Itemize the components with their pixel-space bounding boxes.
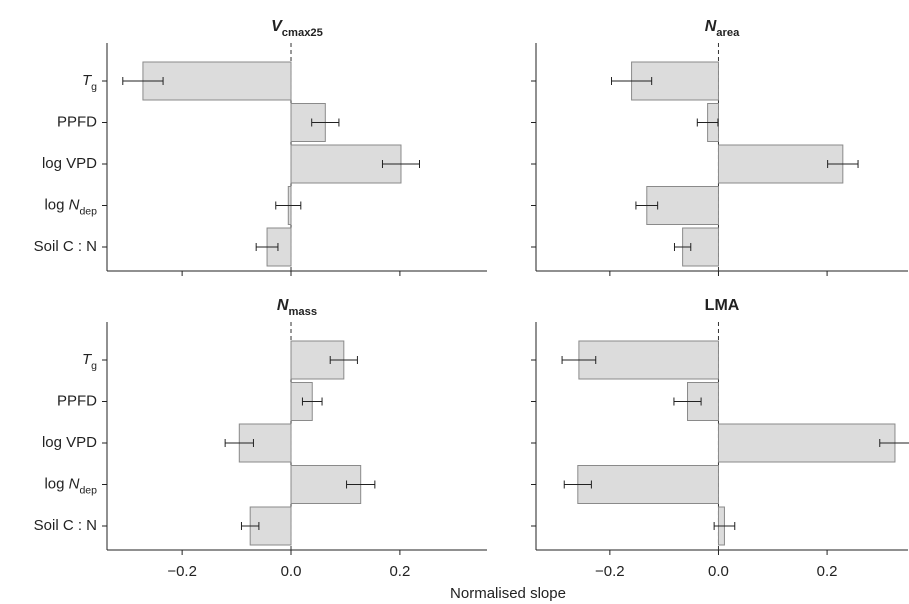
x-axis-label: Normalised slope	[450, 585, 566, 602]
text-part: cmax25	[282, 27, 323, 39]
panel-title: Vcmax25	[271, 18, 323, 39]
y-tick-label: Soil C : N	[34, 517, 97, 534]
text-part: g	[91, 360, 97, 372]
text-part: log	[44, 196, 68, 213]
text-part: V	[271, 18, 283, 35]
text-part: Soil C : N	[34, 517, 97, 534]
text-part: T	[82, 72, 93, 89]
text-part: PPFD	[57, 392, 97, 409]
bar	[578, 340, 719, 380]
x-tick-label: 0.0	[281, 563, 302, 580]
y-tick-label: Tg	[82, 72, 97, 93]
panel-title: Nmass	[277, 297, 317, 318]
text-part: area	[716, 27, 740, 39]
y-tick-label: log VPD	[42, 434, 97, 451]
text-part: log VPD	[42, 434, 97, 451]
y-tick-label: Tg	[82, 351, 97, 372]
x-tick-label: 0.0	[708, 563, 729, 580]
y-tick-label: Soil C : N	[34, 238, 97, 255]
x-tick-label: −0.2	[595, 563, 625, 580]
text-part: g	[91, 81, 97, 93]
y-tick-label: log Ndep	[44, 475, 97, 496]
text-part: N	[69, 196, 80, 213]
text-part: log VPD	[42, 155, 97, 172]
x-tick-label: 0.2	[817, 563, 838, 580]
y-tick-label: PPFD	[57, 113, 97, 130]
bar	[577, 465, 719, 504]
text-part: N	[277, 297, 289, 314]
text-part: N	[69, 475, 80, 492]
bar	[717, 144, 844, 184]
panel-title: Narea	[705, 18, 740, 39]
x-tick-label: 0.2	[389, 563, 410, 580]
text-part: LMA	[705, 297, 740, 314]
y-tick-label: PPFD	[57, 392, 97, 409]
text-part: T	[82, 351, 93, 368]
bar	[142, 61, 292, 101]
text-part: dep	[79, 205, 97, 217]
text-part: N	[705, 18, 717, 35]
text-part: log	[44, 475, 68, 492]
x-tick-label: −0.2	[167, 563, 197, 580]
text-part: mass	[288, 306, 317, 318]
text-part: dep	[79, 484, 97, 496]
y-tick-label: log VPD	[42, 155, 97, 172]
text-part: PPFD	[57, 113, 97, 130]
bar	[646, 186, 719, 225]
text-part: Soil C : N	[34, 238, 97, 255]
bar	[717, 423, 896, 463]
y-tick-label: log Ndep	[44, 196, 97, 217]
panel-title: LMA	[705, 297, 740, 314]
